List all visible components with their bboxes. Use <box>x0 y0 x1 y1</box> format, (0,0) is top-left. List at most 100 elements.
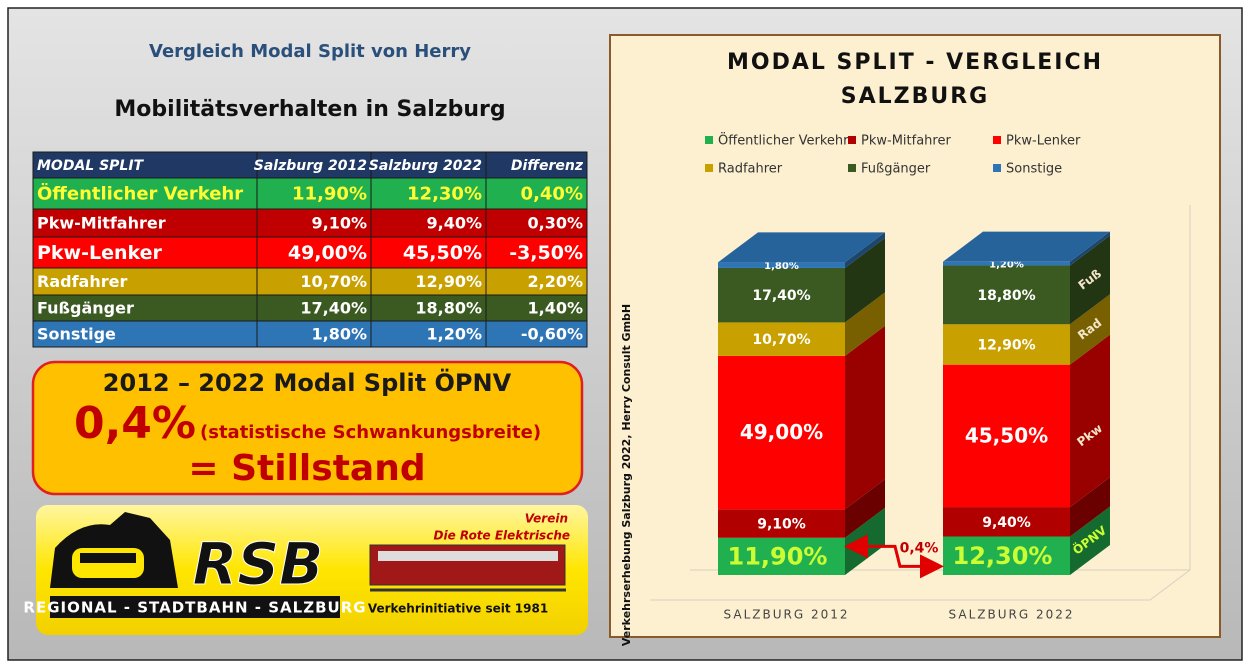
legend-label: Pkw-Mitfahrer <box>861 134 951 149</box>
table-cell <box>32 236 258 269</box>
table-cell <box>370 208 487 238</box>
legend-swatch <box>993 164 1001 172</box>
x-tick-label: SALZBURG 2022 <box>949 608 1075 622</box>
legend-swatch <box>848 164 856 172</box>
table-cell-text: 45,50% <box>403 242 482 264</box>
callout-line: 2012 – 2022 Modal Split ÖPNV <box>103 367 512 397</box>
value-label: 9,10% <box>757 517 806 533</box>
bar-side <box>845 292 885 356</box>
value-label: 10,70% <box>752 332 810 348</box>
bar-top <box>718 232 885 263</box>
table-cell-text: 1,20% <box>426 325 482 344</box>
legend-label: Sonstige <box>1006 162 1062 177</box>
value-label: 9,40% <box>982 515 1031 531</box>
bar-segment <box>718 262 845 268</box>
legend-swatch <box>993 136 1001 144</box>
bar-side <box>1070 231 1110 266</box>
logo-tram-window <box>80 553 136 563</box>
modal-split-table: MODAL SPLIT Salzburg 2012 Salzburg 2022 Dif… <box>32 151 588 348</box>
table-cell-text: -0,60% <box>521 325 583 344</box>
table-cell-text: Sonstige <box>37 325 116 344</box>
bar-segment <box>718 537 845 575</box>
bar-segment <box>943 324 1070 365</box>
table-cell <box>256 267 372 296</box>
table-cell <box>32 208 258 238</box>
logo: RSB REGIONAL - STADTBAHN - SALZBURG Vere… <box>23 505 588 635</box>
value-label: 17,40% <box>752 288 810 304</box>
bar-segment <box>943 265 1070 325</box>
table-cell <box>485 236 588 269</box>
value-label: 1,80% <box>764 261 799 272</box>
table-cell-text: MODAL SPLIT <box>37 158 145 174</box>
logo-tagline: REGIONAL - STADTBAHN - SALZBURG <box>23 599 366 617</box>
callout-box <box>31 360 584 496</box>
table-cell <box>370 320 487 348</box>
table-cell <box>32 177 258 210</box>
table-cell-text: 18,80% <box>415 299 482 318</box>
bar-top <box>943 231 1110 262</box>
bar-segment <box>718 355 845 510</box>
bar-segment <box>943 536 1070 575</box>
chart: Öffentlicher Verkehr Pkw-Mitfahrer Pkw-Len… <box>705 132 1110 622</box>
logo-club-name: Die Rote Elektrische <box>434 529 570 543</box>
table-cell-text: -3,50% <box>509 242 583 264</box>
table-cell-text: Differenz <box>511 158 584 174</box>
value-label: 49,00% <box>740 420 823 444</box>
page-title: Vergleich Modal Split von Herry <box>149 41 471 62</box>
bar-side <box>845 237 885 323</box>
table-cell-text: 1,40% <box>527 299 583 318</box>
bar-segment <box>943 507 1070 537</box>
page-subtitle: Mobilitätsverhalten in Salzburg <box>114 97 505 122</box>
value-label: 11,90% <box>728 542 828 570</box>
legend-label: Fußgänger <box>861 162 931 177</box>
callout-conclusion: = Stillstand <box>188 448 425 489</box>
legend-label: Öffentlicher Verkehr <box>718 132 849 149</box>
table-cell <box>485 320 588 348</box>
table-cell-text: 17,40% <box>300 299 367 318</box>
table-cell <box>32 267 258 296</box>
bar-side <box>1070 235 1110 325</box>
table-cell-text: 0,30% <box>527 214 583 233</box>
chart-subtitle: SALZBURG <box>841 84 989 109</box>
table-cell <box>256 320 372 348</box>
value-label: 12,90% <box>977 337 1035 353</box>
table-cell-text: Öffentlicher Verkehr <box>37 183 243 205</box>
value-label: 12,30% <box>953 542 1053 570</box>
callout-note: (statistische Schwankungsbreite) <box>200 422 541 443</box>
table-cell-text: 12,30% <box>407 184 482 205</box>
bar-side <box>1070 334 1110 508</box>
bar-segment <box>943 364 1070 508</box>
table-cell-text: Pkw-Lenker <box>37 242 163 264</box>
table-cell-text: Fußgänger <box>37 299 134 318</box>
table-cell <box>32 294 258 322</box>
table-cell-text: 9,40% <box>426 214 482 233</box>
table-cell <box>370 236 487 269</box>
table-cell-text: Pkw-Mitfahrer <box>37 214 166 233</box>
bar-segment <box>718 322 845 356</box>
table-cell-text: 12,90% <box>415 272 482 291</box>
table-cell-text: 0,40% <box>521 184 583 205</box>
table-cell-text: 1,80% <box>311 325 367 344</box>
logo-club: Verein <box>525 512 568 526</box>
bar-side <box>845 479 885 538</box>
table-cell <box>370 177 487 210</box>
table-cell-text: 9,10% <box>311 214 367 233</box>
table-cell <box>370 267 487 296</box>
table-cell-text: 2,20% <box>527 272 583 291</box>
table-cell-text: 49,00% <box>288 242 367 264</box>
bar-side <box>845 232 885 268</box>
table-cell <box>256 294 372 322</box>
difference-arrow <box>844 534 944 579</box>
bar-segment <box>718 267 845 323</box>
bar-side <box>1070 477 1110 537</box>
bar-side <box>845 325 885 510</box>
value-label: 1,20% <box>989 260 1024 271</box>
logo-mark: RSB <box>193 530 324 598</box>
value-label: 45,50% <box>965 423 1048 447</box>
table-cell-text: Radfahrer <box>37 272 127 291</box>
bar-segment <box>718 509 845 538</box>
legend-swatch <box>705 164 713 172</box>
table-cell <box>485 267 588 296</box>
